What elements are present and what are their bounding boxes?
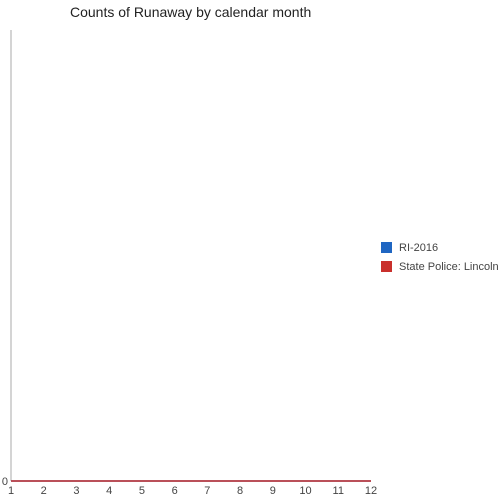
- x-tick-label: 6: [172, 485, 178, 497]
- legend: RI-2016 State Police: Lincoln: [381, 238, 499, 276]
- x-tick-label: 12: [365, 485, 377, 497]
- chart-title: Counts of Runaway by calendar month: [70, 4, 312, 20]
- x-tick-label: 10: [299, 485, 311, 497]
- legend-swatch-state-police-lincoln: [381, 261, 392, 272]
- x-tick-label: 5: [139, 485, 145, 497]
- x-tick-label: 8: [237, 485, 243, 497]
- x-tick-label: 3: [73, 485, 79, 497]
- y-tick-labels: 0: [2, 476, 8, 488]
- x-tick-label: 9: [270, 485, 276, 497]
- x-tick-label: 7: [204, 485, 210, 497]
- legend-item-state-police-lincoln: State Police: Lincoln: [381, 257, 499, 276]
- x-tick-label: 11: [333, 485, 344, 497]
- x-tick-label: 4: [106, 485, 112, 497]
- legend-item-ri-2016: RI-2016: [381, 238, 499, 257]
- legend-swatch-ri-2016: [381, 242, 392, 253]
- x-tick-labels: 1 2 3 4 5 6 7 8 9 10 11 12: [8, 485, 377, 497]
- x-tick-label: 1: [8, 485, 14, 497]
- x-tick-label: 2: [41, 485, 47, 497]
- legend-label: State Police: Lincoln: [399, 260, 499, 273]
- legend-label: RI-2016: [399, 241, 439, 254]
- y-tick-label: 0: [2, 476, 8, 488]
